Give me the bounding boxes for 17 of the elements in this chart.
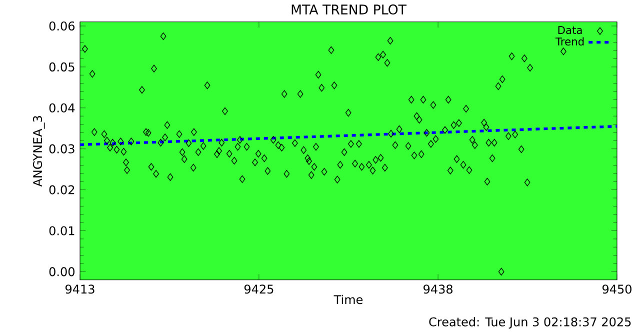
legend-label: Data: [558, 26, 582, 34]
y-tick-label: 0.04: [49, 103, 75, 112]
text: Created: Tue Jun 3 02:18:37 2025: [429, 317, 631, 329]
x-tick-label: 9438: [424, 284, 452, 294]
y-tick-label: 0.06: [49, 22, 75, 31]
y-axis-title: ANGYNEA_3: [33, 116, 45, 187]
legend-label: Trend: [555, 37, 584, 46]
x-tick-label: 9425: [244, 284, 274, 294]
y-tick-label: 0.03: [49, 144, 74, 154]
y-tick-label: 0.05: [49, 62, 74, 72]
x-tick-label: 9450: [602, 284, 632, 294]
chart-title: MTA TREND PLOT: [292, 4, 407, 15]
x-tick-label: 9413: [65, 284, 94, 294]
y-tick-label: 0.01: [49, 226, 74, 236]
y-tick-label: 0.00: [49, 267, 74, 276]
y-tick-label: 0.02: [49, 185, 74, 194]
x-axis-title: Time: [334, 294, 363, 304]
